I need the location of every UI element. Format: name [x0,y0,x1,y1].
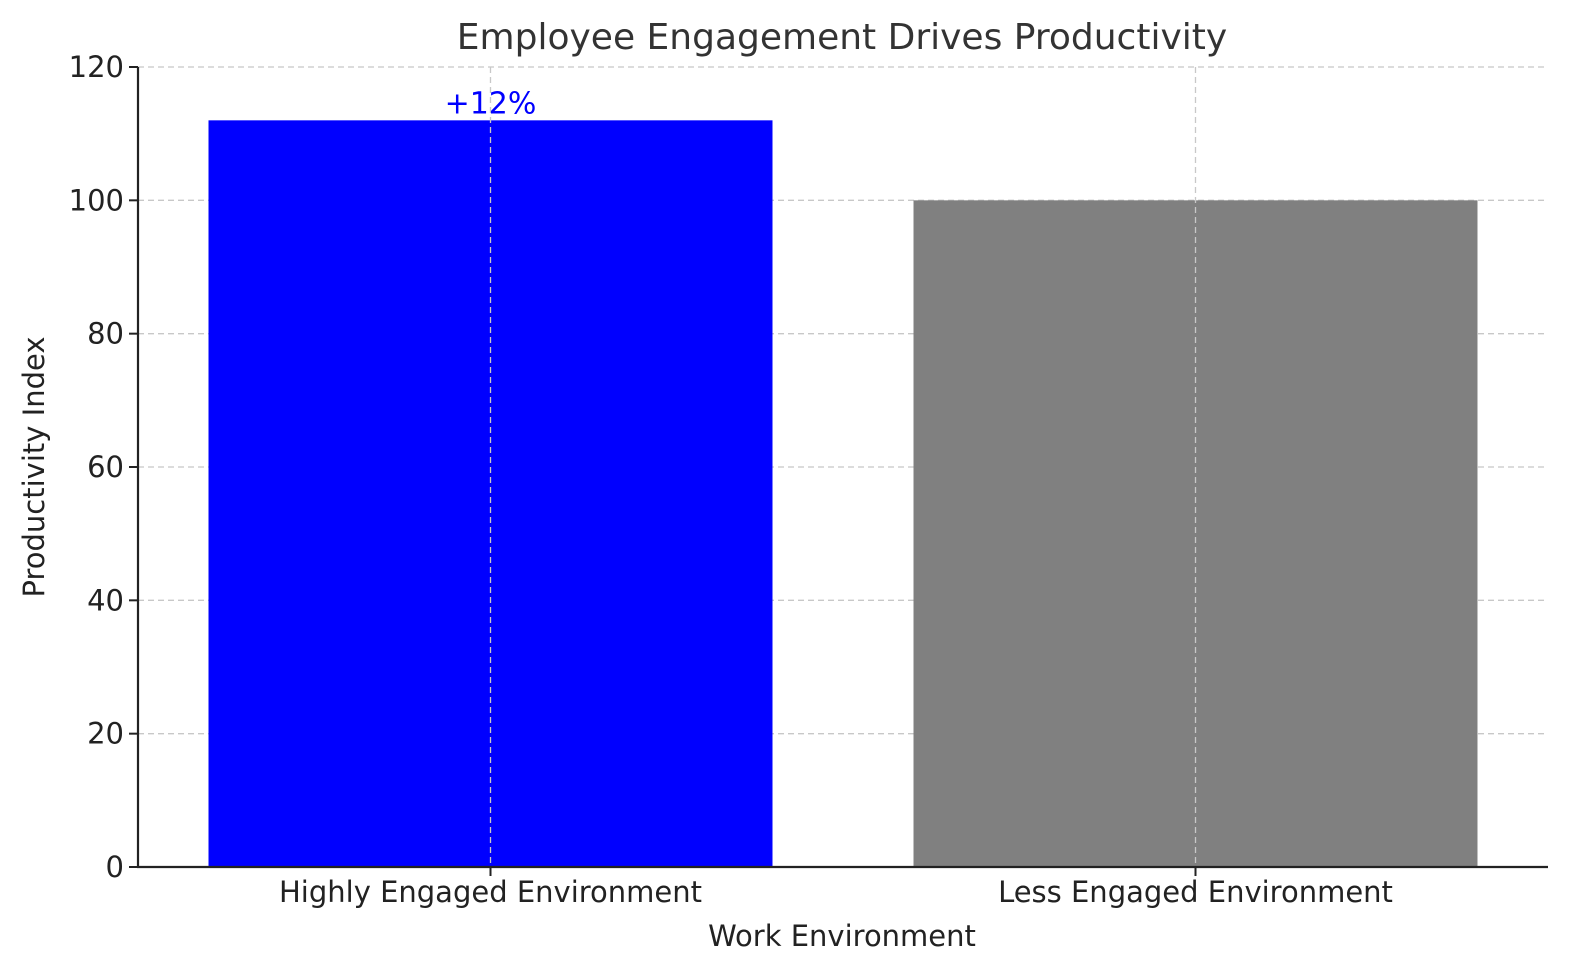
x-tick-label: Highly Engaged Environment [279,875,702,909]
data-label: +12% [445,86,537,121]
x-axis-title: Work Environment [708,919,976,953]
bars [208,120,1478,868]
y-axis-ticks: 0 20 40 60 80 100 120 [69,50,138,884]
vertical-grid [489,67,1197,867]
x-axis-ticks: Highly Engaged Environment Less Engaged E… [279,867,1393,909]
y-tick-label: 60 [87,450,124,484]
y-tick-label: 120 [69,50,124,84]
x-tick-label: Less Engaged Environment [998,875,1393,909]
y-axis-title: Productivity Index [17,337,51,598]
y-tick-label: 0 [106,850,124,884]
data-labels: +12% [445,86,537,121]
y-tick-label: 80 [87,317,124,351]
y-tick-label: 100 [69,183,124,217]
y-tick-label: 20 [87,717,124,751]
y-tick-label: 40 [87,583,124,617]
chart-title: Employee Engagement Drives Productivity [457,17,1227,58]
